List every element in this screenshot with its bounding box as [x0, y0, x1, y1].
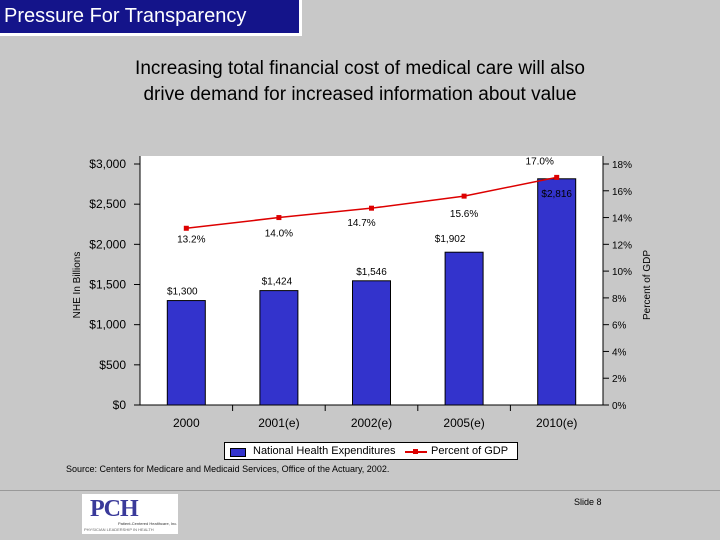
line-point-gdp [369, 205, 374, 211]
subtitle-line-2: drive demand for increased information a… [143, 84, 577, 105]
left-tick-label: $1,000 [89, 318, 126, 332]
line-data-label: 14.7% [347, 218, 375, 229]
footer-divider [0, 490, 720, 491]
slide-number: Slide 8 [574, 497, 602, 507]
x-tick-label: 2010(e) [536, 416, 577, 430]
line-data-label: 17.0% [526, 156, 554, 167]
header-bar: Pressure For Transparency [0, 0, 302, 36]
x-tick-label: 2000 [173, 416, 200, 430]
line-data-label: 13.2% [177, 234, 205, 245]
left-tick-label: $3,000 [89, 157, 126, 171]
right-tick-label: 12% [612, 240, 632, 251]
right-tick-label: 6% [612, 321, 627, 332]
left-tick-label: $1,500 [89, 278, 126, 292]
right-tick-label: 10% [612, 267, 632, 278]
bar-data-label: $1,300 [167, 287, 198, 298]
x-tick-label: 2001(e) [258, 416, 299, 430]
subtitle-line-1: Increasing total financial cost of medic… [135, 58, 585, 79]
right-tick-label: 16% [612, 187, 632, 198]
left-tick-label: $500 [99, 358, 126, 372]
bar-nhe [444, 251, 484, 406]
legend-label-nhe: National Health Expenditures [253, 445, 396, 457]
bar-nhe [352, 280, 391, 406]
logo-tagline: PHYSICIAN LEADERSHIP IN HEALTH [84, 527, 154, 532]
logo-company-name: Patient-Centered Healthcare, Inc. [118, 521, 178, 526]
slide-subtitle: Increasing total financial cost of medic… [40, 56, 680, 108]
right-tick-label: 2% [612, 374, 627, 385]
pch-logo: PCH Patient-Centered Healthcare, Inc. PH… [82, 494, 178, 534]
right-tick-label: 14% [612, 214, 632, 225]
right-tick-label: 8% [612, 294, 627, 305]
bar-nhe [166, 300, 206, 406]
bar-nhe [537, 178, 577, 406]
x-tick-label: 2002(e) [351, 416, 392, 430]
chart-legend: National Health Expenditures Percent of … [224, 442, 518, 460]
left-tick-label: $2,000 [89, 237, 126, 251]
bar-nhe [259, 290, 299, 406]
line-point-gdp [554, 174, 560, 180]
x-tick-label: 2005(e) [443, 416, 484, 430]
source-note: Source: Centers for Medicare and Medicai… [66, 464, 390, 474]
line-data-label: 14.0% [265, 229, 293, 240]
right-tick-label: 0% [612, 401, 627, 412]
nhe-chart: $0 $500 $1,000 $1,500 $2,000 $2,500 $3,000 0% 2%… [72, 156, 653, 430]
left-tick-label: $2,500 [89, 197, 126, 211]
legend-marker-swatch [413, 449, 418, 454]
line-point-gdp [276, 215, 282, 221]
bar-data-label: $1,424 [262, 277, 293, 288]
logo-mark: PCH [90, 496, 139, 522]
bar-data-label: $1,902 [435, 234, 466, 245]
left-axis-title: NHE In Billions [72, 252, 83, 319]
bar-data-label: $2,816 [541, 189, 572, 200]
right-tick-label: 4% [612, 347, 627, 358]
left-tick-label: $0 [113, 398, 127, 412]
legend-bar-swatch [230, 448, 246, 457]
page-title: Pressure For Transparency [4, 5, 247, 27]
right-axis-title: Percent of GDP [642, 250, 653, 320]
line-point-gdp [461, 193, 467, 199]
legend-label-gdp: Percent of GDP [431, 445, 509, 457]
bar-data-label: $1,546 [356, 267, 387, 278]
right-tick-label: 18% [612, 160, 632, 171]
line-data-label: 15.6% [450, 209, 478, 220]
line-point-gdp [183, 225, 189, 231]
